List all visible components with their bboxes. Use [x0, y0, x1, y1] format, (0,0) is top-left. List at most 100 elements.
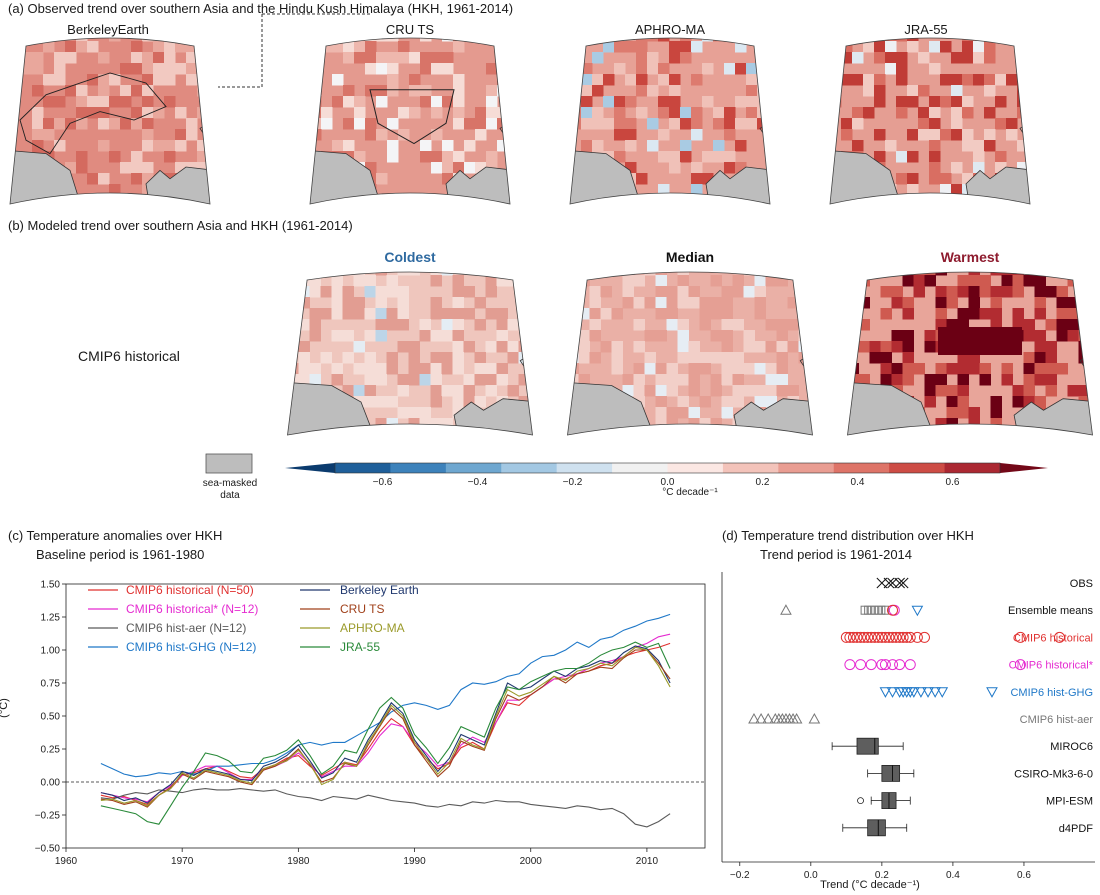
map-cell — [397, 308, 409, 320]
map-cell — [830, 85, 842, 97]
map-cell — [208, 41, 210, 53]
map-cell — [713, 38, 725, 42]
map-cell — [109, 184, 121, 196]
data-point — [862, 631, 874, 643]
map-cell — [798, 297, 810, 309]
map-cell — [746, 96, 758, 108]
row-label: CMIP6 hist-aer — [1020, 714, 1094, 726]
map-cell — [309, 330, 321, 342]
map-cell — [666, 407, 678, 419]
map-panel-a-2 — [309, 37, 511, 205]
map-cell — [1045, 341, 1057, 353]
map-cell — [809, 275, 813, 287]
map-cell — [365, 162, 377, 174]
map-cell — [622, 286, 634, 298]
map-cell — [757, 107, 769, 119]
map-label-berkeley: BerkeleyEarth — [67, 22, 149, 37]
map-cell — [768, 162, 770, 174]
map-cell — [1006, 129, 1018, 141]
map-cell — [990, 272, 1002, 276]
map-cell — [655, 363, 667, 375]
map-cell — [622, 272, 634, 276]
series-line-1 — [100, 633, 671, 803]
map-cell — [776, 275, 788, 287]
map-cell — [721, 352, 733, 364]
data-point — [904, 631, 916, 643]
map-cell — [453, 85, 465, 97]
map-cell — [677, 286, 689, 298]
data-point — [915, 687, 927, 698]
map-cell — [98, 140, 110, 152]
y-tick-label: 1.25 — [41, 613, 61, 624]
map-cell — [354, 41, 366, 53]
map-cell — [907, 38, 919, 42]
map-cell — [1023, 385, 1035, 397]
map-label-jra: JRA-55 — [904, 22, 948, 37]
map-cell — [474, 319, 486, 331]
map-cell — [874, 74, 886, 86]
map-cell — [680, 107, 692, 119]
map-cell — [408, 407, 420, 419]
map-cell — [924, 385, 936, 397]
map-cell — [529, 308, 533, 320]
map-cell — [452, 275, 464, 287]
map-cell — [721, 374, 733, 386]
map-cell — [1034, 286, 1046, 298]
map-cell — [885, 140, 897, 152]
map-cell — [474, 363, 486, 375]
map-cell — [153, 52, 165, 64]
map-cell — [644, 272, 656, 276]
map-cell — [131, 41, 143, 53]
map-cell — [710, 385, 722, 397]
map-cell — [957, 429, 969, 435]
map-cell — [441, 272, 453, 276]
map-cell — [452, 352, 464, 364]
map-cell — [754, 297, 766, 309]
map-cell — [680, 118, 692, 130]
map-cell — [721, 363, 733, 375]
ensemble-mean-marker — [887, 604, 899, 616]
map-cell — [320, 352, 332, 364]
map-cell — [841, 129, 853, 141]
map-cell — [592, 107, 604, 119]
map-cell — [353, 341, 365, 353]
map-cell — [757, 96, 769, 108]
map-cell — [497, 140, 509, 152]
map-cell — [496, 341, 508, 353]
map-cell — [321, 107, 333, 119]
map-cell — [968, 272, 980, 276]
data-point — [904, 659, 916, 671]
map-cell — [600, 272, 612, 276]
legend-label: Berkeley Earth — [340, 583, 419, 597]
map-cell — [896, 151, 908, 163]
map-cell — [589, 286, 601, 298]
map-cell — [131, 162, 143, 174]
map-cell — [765, 385, 777, 397]
map-cell — [208, 52, 210, 64]
map-cell — [951, 96, 963, 108]
map-cell — [386, 363, 398, 375]
map-cell — [387, 38, 399, 42]
map-cell — [935, 363, 947, 375]
map-label-aphro: APHRO-MA — [634, 22, 706, 37]
map-cell — [142, 173, 154, 185]
map-cell — [109, 74, 121, 86]
map-cell — [442, 63, 454, 75]
map-cell — [929, 173, 941, 185]
map-cell — [721, 308, 733, 320]
map-cell — [962, 41, 974, 53]
map-cell — [320, 308, 332, 320]
map-cell — [603, 118, 615, 130]
map-cell — [508, 118, 510, 130]
legend-label: CRU TS — [340, 602, 384, 616]
map-cell — [397, 319, 409, 331]
map-cell — [721, 396, 733, 408]
row-label: MPI-ESM — [1046, 796, 1093, 808]
map-cell — [990, 319, 1002, 331]
map-cell — [431, 52, 443, 64]
map-cell — [496, 272, 508, 276]
map-cell — [175, 129, 187, 141]
map-cell — [902, 341, 914, 353]
map-cell — [666, 363, 678, 375]
map-cell — [463, 341, 475, 353]
